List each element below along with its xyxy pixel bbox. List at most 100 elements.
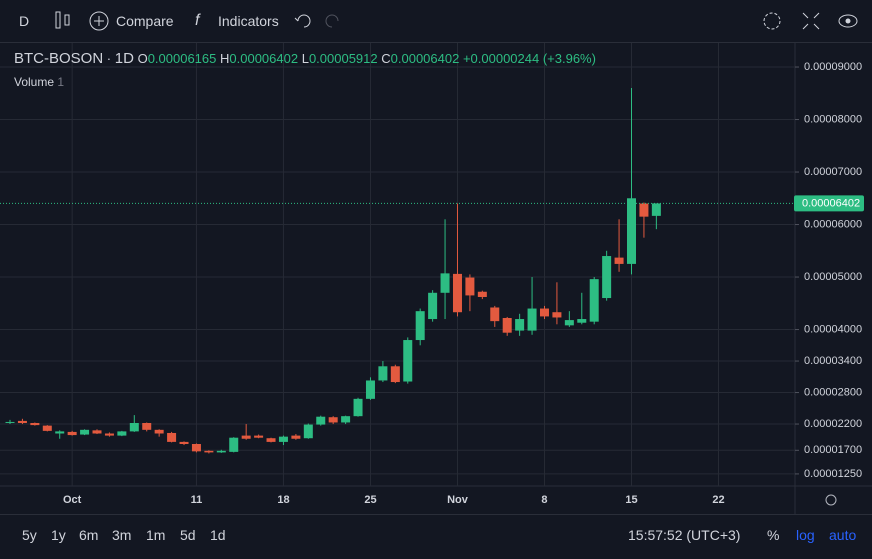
fx-icon[interactable]: f xyxy=(195,12,201,29)
settings-icon[interactable] xyxy=(763,12,781,30)
last-price-label: 0.00006402 xyxy=(802,197,860,209)
candle-body xyxy=(577,319,587,323)
candle-body xyxy=(403,340,413,382)
candle-body xyxy=(552,312,562,318)
x-tick-label: Oct xyxy=(63,494,82,506)
log-button[interactable]: log xyxy=(796,527,815,543)
candle-body xyxy=(42,425,52,431)
x-tick-label: 25 xyxy=(364,494,376,506)
candle-body xyxy=(465,277,475,296)
x-tick-label: 18 xyxy=(277,494,289,506)
o-value: 0.00006165 xyxy=(147,51,217,66)
y-tick-label: 0.00001700 xyxy=(804,444,862,456)
clock: 15:57:52 (UTC+3) xyxy=(628,527,741,543)
candle-body xyxy=(142,422,152,430)
candle-body xyxy=(316,416,326,425)
candle-body xyxy=(55,431,65,434)
o-label: O xyxy=(137,51,148,66)
candle-body xyxy=(154,429,164,434)
candle-body xyxy=(527,308,537,331)
y-tick-label: 0.00004000 xyxy=(804,323,862,335)
candle-body xyxy=(30,422,40,426)
candle-body xyxy=(415,311,425,341)
candle-body xyxy=(328,417,338,423)
candle-body xyxy=(291,435,301,439)
x-tick-label: 8 xyxy=(541,494,547,506)
l-value: 0.00005912 xyxy=(308,51,378,66)
candle-body xyxy=(589,279,599,322)
legend: BTC-BOSON · 1D O0.00006165 H0.00006402 L… xyxy=(14,50,596,67)
range-button[interactable]: 1d xyxy=(210,527,226,543)
x-tick-label: 15 xyxy=(625,494,637,506)
y-tick-label: 0.00008000 xyxy=(804,113,862,125)
range-button[interactable]: 1m xyxy=(146,527,166,543)
indicators-button[interactable]: Indicators xyxy=(218,13,279,29)
candle-body xyxy=(303,424,313,439)
candle-body xyxy=(167,432,177,442)
candle-body xyxy=(440,273,450,293)
candle-body xyxy=(229,437,239,452)
candle-body xyxy=(341,416,351,423)
volume-label: Volume xyxy=(14,75,55,89)
symbol: BTC-BOSON xyxy=(14,50,104,67)
candle-icon[interactable] xyxy=(55,11,61,29)
y-tick-label: 0.00005000 xyxy=(804,271,862,283)
candle-body xyxy=(204,450,214,453)
x-tick-label: Nov xyxy=(447,494,469,506)
fullscreen-icon[interactable] xyxy=(802,12,820,30)
candle-body xyxy=(254,435,264,438)
auto-button[interactable]: auto xyxy=(829,527,857,543)
undo-icon[interactable] xyxy=(294,14,311,28)
candle-body xyxy=(67,431,77,436)
candle-body xyxy=(266,438,276,442)
volume-legend: Volume 1 xyxy=(14,75,64,89)
eye-icon[interactable] xyxy=(838,14,858,28)
candle-body xyxy=(129,422,139,432)
candle-body xyxy=(117,431,127,436)
candle-icon xyxy=(64,14,70,26)
y-tick-label: 0.00007000 xyxy=(804,166,862,178)
y-tick-label: 0.00006000 xyxy=(804,218,862,230)
candle-body xyxy=(378,366,388,381)
x-tick-label: 22 xyxy=(712,494,724,506)
eye-icon xyxy=(845,18,851,24)
candle-body xyxy=(639,203,649,217)
candle-body xyxy=(477,291,487,297)
settings-icon[interactable] xyxy=(825,494,837,506)
candle-body xyxy=(428,292,438,320)
candle-body xyxy=(390,366,400,383)
candle-body xyxy=(92,430,102,434)
candle-body xyxy=(539,308,549,317)
toolbar-icons: f xyxy=(55,11,858,31)
candle-body xyxy=(515,319,525,331)
range-button[interactable]: 6m xyxy=(79,527,99,543)
c-value: 0.00006402 xyxy=(390,51,460,66)
y-tick-label: 0.00002800 xyxy=(804,386,862,398)
compare-button[interactable]: Compare xyxy=(116,13,174,29)
y-tick-label: 0.00003400 xyxy=(804,355,862,367)
range-button[interactable]: 3m xyxy=(112,527,132,543)
y-tick-label: 0.00009000 xyxy=(804,61,862,73)
range-button[interactable]: 1y xyxy=(51,527,66,543)
x-tick-label: 11 xyxy=(191,494,203,506)
candle-body xyxy=(490,307,500,322)
candle-body xyxy=(104,433,114,436)
l-label: L xyxy=(301,51,309,66)
redo-icon[interactable] xyxy=(325,14,339,28)
percent-button[interactable]: % xyxy=(767,527,780,543)
y-tick-label: 0.00002200 xyxy=(804,418,862,430)
plus-icon[interactable] xyxy=(89,11,109,31)
y-tick-label: 0.00001250 xyxy=(804,468,862,480)
range-button[interactable]: 5y xyxy=(22,527,37,543)
toolbar: D f Compare Indicators xyxy=(0,0,872,43)
candle-body xyxy=(627,198,636,264)
range-button[interactable]: 5d xyxy=(180,527,196,543)
change: +0.00000244 (+3.96%) xyxy=(462,51,596,66)
candle-body xyxy=(452,273,462,313)
candle-body xyxy=(179,441,189,444)
candle-body xyxy=(191,443,201,452)
interval-button[interactable]: D xyxy=(19,13,30,29)
candle-body xyxy=(502,317,512,333)
